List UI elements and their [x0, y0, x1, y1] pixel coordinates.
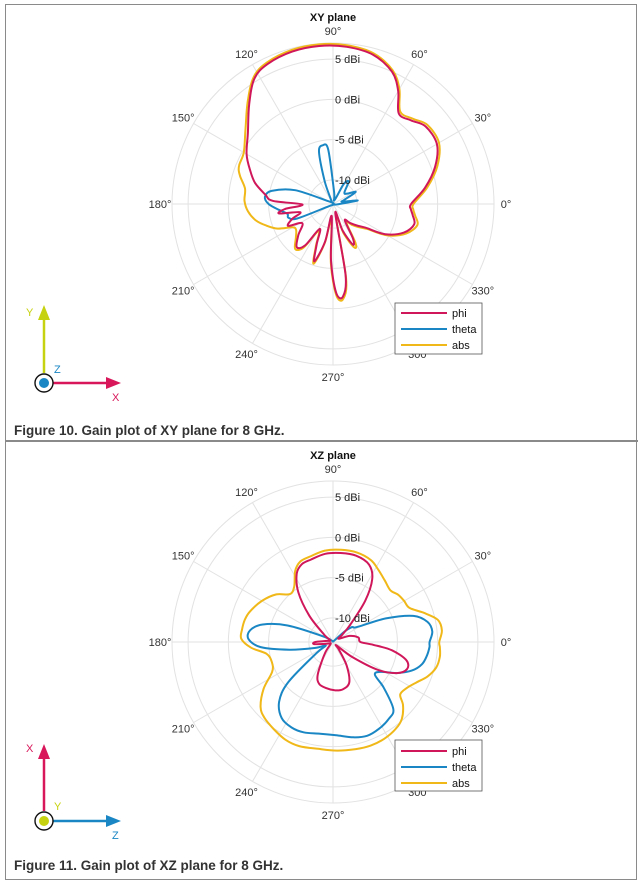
xz-legend: phi theta abs — [394, 739, 483, 792]
z-axis-label: Z — [112, 830, 119, 842]
angle-tick-label: 30° — [475, 551, 492, 563]
angle-tick-label: 330° — [471, 286, 494, 298]
series-phi-curve — [245, 44, 439, 300]
radial-tick-label: 0 dBi — [335, 94, 360, 106]
x-arrowhead-icon — [38, 744, 50, 759]
xy-axis-triad: Y Z X — [26, 305, 121, 404]
angle-tick-label: 270° — [322, 372, 345, 384]
angle-tick-label: 270° — [322, 810, 345, 822]
angle-tick-label: 150° — [172, 551, 195, 563]
radial-tick-label: 5 dBi — [335, 54, 360, 66]
xz-axis-triad: X Y Z — [26, 743, 121, 842]
xy-polar-chart: 0°30°60°90°120°150°180°210°240°270°300°3… — [26, 12, 512, 404]
angle-tick-label: 120° — [235, 487, 258, 499]
xz-polar-plot: 0°30°60°90°120°150°180°210°240°270°300°3… — [149, 464, 512, 822]
series-theta-curve — [246, 614, 434, 739]
radial-tick-label: -10 dBi — [335, 613, 370, 625]
z-axis-label: Z — [54, 364, 61, 376]
x-axis-label: X — [112, 392, 120, 404]
angle-tick-label: 210° — [172, 724, 195, 736]
angle-tick-label: 210° — [172, 286, 195, 298]
series-abs-curve — [237, 42, 441, 302]
document-frame — [5, 4, 637, 880]
z-arrowhead-icon — [106, 815, 121, 827]
radial-tick-label: -5 dBi — [335, 573, 364, 585]
radial-tick-label: 0 dBi — [335, 532, 360, 544]
figure-10-caption: Figure 10. Gain plot of XY plane for 8 G… — [14, 423, 285, 438]
y-axis-label: Y — [26, 307, 34, 319]
xy-legend: phi theta abs — [394, 302, 483, 355]
legend-theta: theta — [452, 762, 477, 774]
legend-abs: abs — [452, 340, 470, 352]
radial-tick-label: -5 dBi — [335, 135, 364, 147]
x-arrowhead-icon — [106, 377, 121, 389]
x-axis-label: X — [26, 743, 34, 755]
radial-tick-label: -10 dBi — [335, 175, 370, 187]
angle-tick-label: 90° — [325, 464, 342, 476]
angle-tick-label: 150° — [172, 113, 195, 125]
y-axis-label: Y — [54, 801, 62, 813]
xy-plot-title: XY plane — [310, 12, 356, 24]
series-theta-curve — [263, 143, 359, 221]
legend-phi: phi — [452, 746, 467, 758]
figure-11-caption: Figure 11. Gain plot of XZ plane for 8 G… — [14, 858, 284, 873]
angle-tick-label: 240° — [235, 787, 258, 799]
angle-tick-label: 180° — [149, 199, 172, 211]
angle-tick-label: 0° — [501, 199, 512, 211]
angle-tick-label: 60° — [411, 49, 428, 61]
series-phi-curve — [295, 551, 410, 692]
y-arrowhead-icon — [38, 305, 50, 320]
angle-tick-label: 240° — [235, 349, 258, 361]
legend-theta: theta — [452, 324, 477, 336]
xy-polar-plot: 0°30°60°90°120°150°180°210°240°270°300°3… — [149, 26, 512, 384]
series-abs-curve — [239, 548, 443, 752]
angle-tick-label: 0° — [501, 637, 512, 649]
radial-tick-label: 5 dBi — [335, 492, 360, 504]
angle-tick-label: 330° — [471, 724, 494, 736]
xz-polar-chart: 0°30°60°90°120°150°180°210°240°270°300°3… — [26, 450, 512, 842]
legend-phi: phi — [452, 308, 467, 320]
xz-plot-title: XZ plane — [310, 450, 356, 462]
angle-tick-label: 30° — [475, 113, 492, 125]
angle-tick-label: 180° — [149, 637, 172, 649]
angle-tick-label: 60° — [411, 487, 428, 499]
figure-xy-plane: 0° 30° 60° 90° 120° 150° 180° 210° 240° 270° 300° 3… — [6, 4, 636, 441]
figure-separator — [5, 440, 638, 442]
legend-abs: abs — [452, 778, 470, 790]
angle-tick-label: 90° — [325, 26, 342, 38]
angle-tick-label: 120° — [235, 49, 258, 61]
figure-xz-plane: 0° 30° 60° 90° 120° 150° 180° 210° 240° 270° 300° 3… — [6, 442, 636, 880]
